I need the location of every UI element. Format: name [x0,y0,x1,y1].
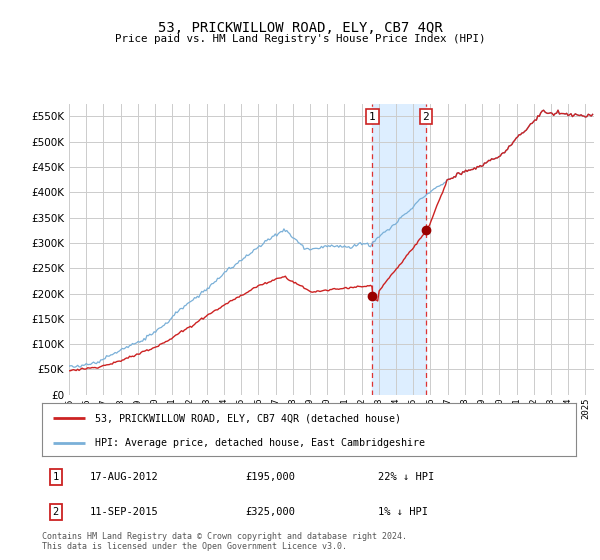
Text: 11-SEP-2015: 11-SEP-2015 [90,507,159,517]
Bar [373,104,425,395]
Text: HPI: Average price, detached house, East Cambridgeshire: HPI: Average price, detached house, East… [95,438,425,448]
Text: 1: 1 [53,472,59,482]
Text: 2: 2 [53,507,59,517]
Text: 53, PRICKWILLOW ROAD, ELY, CB7 4QR (detached house): 53, PRICKWILLOW ROAD, ELY, CB7 4QR (deta… [95,413,401,423]
Text: Price paid vs. HM Land Registry's House Price Index (HPI): Price paid vs. HM Land Registry's House … [115,34,485,44]
Text: £195,000: £195,000 [245,472,295,482]
Text: 53, PRICKWILLOW ROAD, ELY, CB7 4QR: 53, PRICKWILLOW ROAD, ELY, CB7 4QR [158,21,442,35]
Text: 22% ↓ HPI: 22% ↓ HPI [379,472,434,482]
Text: 17-AUG-2012: 17-AUG-2012 [90,472,159,482]
Text: 1: 1 [369,111,376,122]
Text: £325,000: £325,000 [245,507,295,517]
Text: 2: 2 [422,111,429,122]
Text: 1% ↓ HPI: 1% ↓ HPI [379,507,428,517]
Text: Contains HM Land Registry data © Crown copyright and database right 2024.
This d: Contains HM Land Registry data © Crown c… [42,532,407,552]
